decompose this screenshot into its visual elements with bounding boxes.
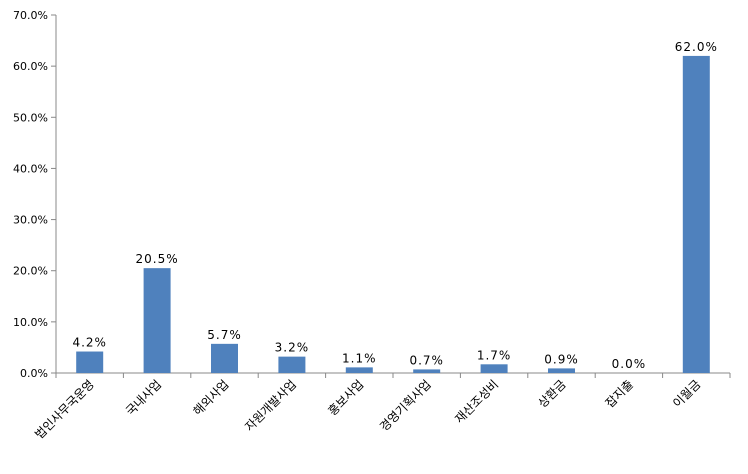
data-label: 1.7% — [477, 348, 512, 362]
data-label: 5.7% — [207, 328, 242, 342]
bar — [413, 369, 441, 373]
y-tick-label: 20.0% — [13, 265, 48, 278]
data-label: 0.9% — [544, 352, 579, 366]
y-tick-label: 60.0% — [13, 60, 48, 73]
y-tick-label: 50.0% — [13, 111, 48, 124]
data-label: 62.0% — [675, 40, 718, 54]
bar — [548, 368, 575, 373]
x-tick-label: 상환금 — [535, 377, 568, 410]
x-tick-label: 홍보사업 — [325, 377, 366, 418]
data-label: 20.5% — [136, 252, 179, 266]
y-tick-label: 0.0% — [20, 367, 48, 380]
y-tick-label: 10.0% — [13, 316, 48, 329]
x-tick-label: 경영기획사업 — [377, 377, 434, 434]
data-label: 4.2% — [72, 336, 107, 350]
x-tick-label: 법인사무국운영 — [32, 377, 97, 442]
y-tick-label: 30.0% — [13, 214, 48, 227]
data-label: 3.2% — [275, 341, 310, 355]
data-label: 0.0% — [612, 357, 647, 371]
bar — [278, 356, 306, 373]
x-tick-label: 해외사업 — [190, 377, 231, 418]
data-label: 0.7% — [409, 353, 444, 367]
bar — [143, 268, 171, 373]
bar — [682, 55, 710, 374]
y-tick-label: 70.0% — [13, 9, 48, 22]
y-tick-label: 40.0% — [13, 162, 48, 175]
x-tick-label: 잡지출 — [603, 377, 636, 410]
bar — [76, 351, 104, 373]
x-tick-label: 재산조성비 — [452, 377, 501, 426]
data-label: 1.1% — [342, 351, 377, 365]
bar — [211, 343, 238, 373]
x-tick-label: 국내사업 — [123, 377, 164, 418]
x-tick-label: 자원개발사업 — [242, 377, 299, 434]
x-tick-label: 이월금 — [670, 377, 703, 410]
bar — [345, 367, 373, 373]
bar — [480, 364, 508, 373]
